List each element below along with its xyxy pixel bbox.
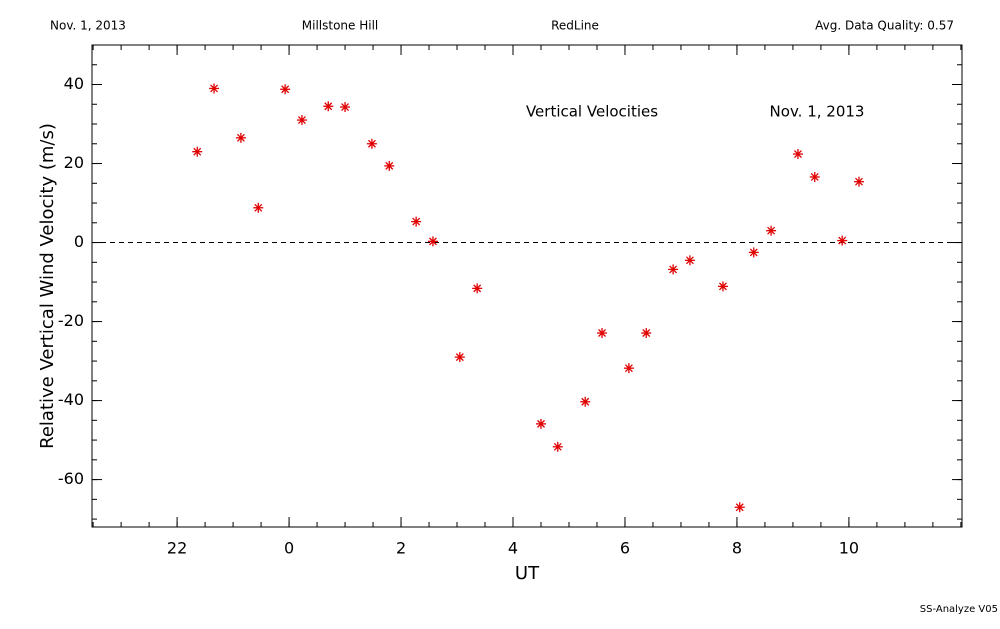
x-tick-label: 10 [839, 539, 859, 558]
data-point [792, 149, 803, 160]
y-tick-label: 20 [64, 153, 84, 172]
data-point [734, 502, 745, 513]
data-point [837, 235, 848, 246]
plot-frame [91, 44, 963, 528]
marker-stroke [553, 442, 562, 451]
annotation: Nov. 1, 2013 [770, 103, 865, 121]
x-tick-label: 6 [620, 539, 630, 558]
marker-stroke [749, 248, 758, 257]
data-point [192, 146, 203, 157]
marker-stroke [669, 265, 678, 274]
marker-stroke [254, 203, 263, 212]
data-point [472, 283, 483, 294]
marker-stroke [581, 397, 590, 406]
marker-stroke [281, 85, 290, 94]
marker-stroke [855, 177, 863, 186]
marker-stroke [794, 150, 802, 159]
footer: SS-Analyze V05 [920, 604, 998, 615]
marker-stroke [810, 172, 819, 181]
annotation: Vertical Velocities [526, 103, 658, 121]
data-point [323, 101, 334, 112]
marker-stroke [735, 503, 744, 512]
header-site: Millstone Hill [302, 19, 378, 33]
marker-stroke [718, 282, 727, 291]
marker-stroke [236, 133, 245, 142]
y-tick-label: 40 [64, 74, 84, 93]
data-point [280, 84, 291, 95]
x-axis-label: UT [515, 563, 540, 584]
data-point [340, 102, 351, 113]
marker-stroke [385, 161, 394, 170]
x-tick-label: 0 [284, 539, 294, 558]
data-point [668, 264, 679, 275]
y-tick-label: -20 [58, 311, 84, 330]
marker-stroke [642, 329, 651, 337]
y-tick-label: -40 [58, 390, 84, 409]
data-point [454, 352, 465, 363]
marker-stroke [428, 237, 437, 246]
y-tick-label: 0 [74, 232, 84, 251]
header-date: Nov. 1, 2013 [50, 19, 126, 33]
marker-stroke [324, 102, 333, 111]
data-point [809, 171, 820, 182]
marker-stroke [473, 284, 482, 293]
data-point [853, 176, 864, 187]
data-point [748, 247, 759, 258]
data-point [296, 115, 307, 126]
data-point [552, 441, 563, 452]
data-point [717, 281, 728, 292]
data-point [641, 328, 652, 339]
marker-stroke [598, 329, 606, 337]
x-tick-label: 22 [167, 539, 187, 558]
marker-stroke [367, 139, 376, 148]
data-point [580, 396, 591, 407]
data-point [766, 225, 777, 236]
marker-stroke [341, 103, 350, 111]
header-quality: Avg. Data Quality: 0.57 [815, 19, 954, 33]
y-tick-label: -60 [58, 469, 84, 488]
marker-stroke [838, 236, 847, 245]
data-point [253, 202, 264, 213]
marker-stroke [685, 256, 694, 265]
data-point [623, 363, 634, 374]
marker-stroke [297, 116, 306, 125]
marker-stroke [412, 217, 421, 226]
data-point [209, 83, 220, 94]
data-point [366, 138, 377, 149]
data-point [597, 328, 608, 339]
header-line: RedLine [551, 19, 599, 33]
data-point [235, 132, 246, 143]
marker-stroke [537, 419, 545, 428]
marker-stroke [624, 364, 633, 373]
data-point [411, 216, 422, 227]
marker-stroke [767, 226, 776, 235]
data-point [535, 418, 546, 429]
x-tick-label: 4 [508, 539, 518, 558]
marker-stroke [210, 84, 219, 93]
x-tick-label: 2 [396, 539, 406, 558]
y-axis-label: Relative Vertical Wind Velocity (m/s) [37, 123, 58, 449]
data-point [427, 236, 438, 247]
data-point [384, 160, 395, 171]
marker-stroke [193, 147, 202, 156]
x-tick-label: 8 [732, 539, 742, 558]
marker-stroke [455, 353, 464, 362]
data-point [684, 255, 695, 266]
